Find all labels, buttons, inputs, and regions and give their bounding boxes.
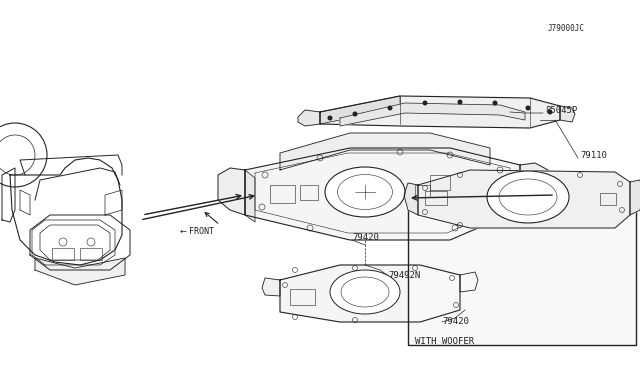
Bar [52,248,74,260]
Polygon shape [418,170,630,228]
Ellipse shape [325,167,405,217]
Bar [430,175,450,190]
Circle shape [422,100,428,106]
Circle shape [525,106,531,110]
Text: J79000JC: J79000JC [548,23,585,32]
Polygon shape [245,170,255,222]
Circle shape [547,109,552,115]
Polygon shape [262,278,280,296]
Polygon shape [630,180,640,215]
Polygon shape [245,148,520,240]
Polygon shape [520,163,548,210]
Text: 79110: 79110 [580,151,607,160]
Circle shape [328,115,333,121]
Text: WITH WOOFER: WITH WOOFER [415,337,474,346]
Text: 85045P: 85045P [545,106,577,115]
Circle shape [493,100,497,106]
Polygon shape [340,103,525,126]
Bar [408,190,636,345]
Polygon shape [404,183,418,215]
Bar [270,185,295,203]
Polygon shape [298,110,320,126]
Bar [600,193,616,205]
Circle shape [387,106,392,110]
Polygon shape [280,133,490,170]
Circle shape [458,99,463,105]
Polygon shape [320,96,560,128]
Ellipse shape [487,171,569,223]
Text: $\leftarrow$FRONT: $\leftarrow$FRONT [178,224,215,235]
Bar [80,248,102,260]
Bar [425,191,447,205]
Polygon shape [320,96,400,124]
Polygon shape [280,265,460,322]
Polygon shape [35,258,125,285]
Ellipse shape [330,270,400,314]
Bar [290,289,315,305]
Polygon shape [218,168,245,215]
Bar [300,185,318,200]
Text: 79492N: 79492N [388,270,420,279]
Polygon shape [560,106,575,122]
Text: 79420: 79420 [352,232,379,241]
Bar [415,185,430,197]
Polygon shape [460,272,478,292]
Circle shape [353,112,358,116]
Text: 79420: 79420 [442,317,469,327]
